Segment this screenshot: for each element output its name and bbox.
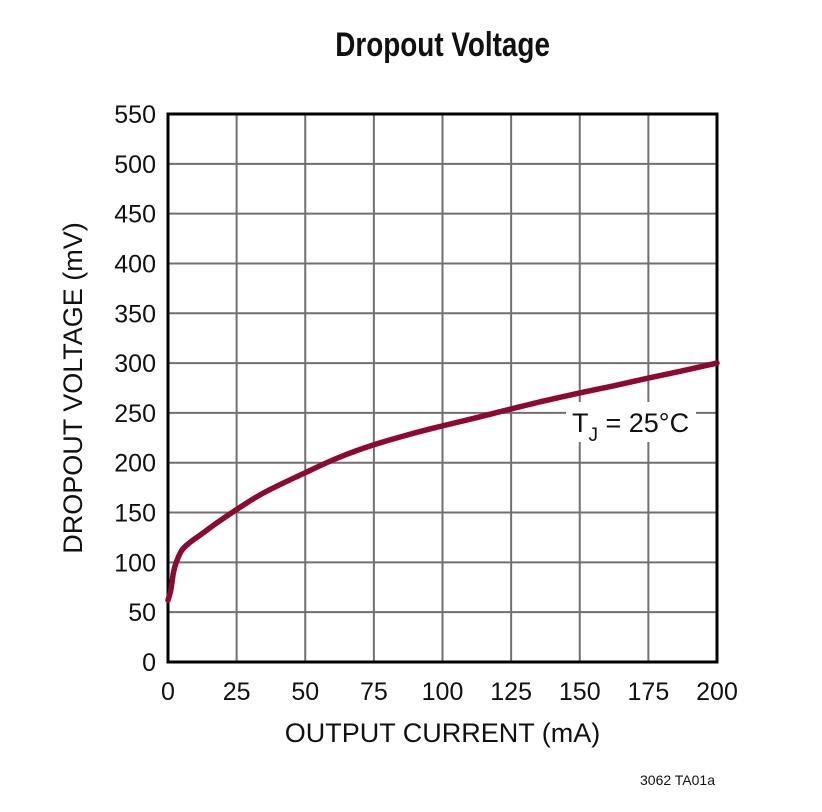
x-tick-label: 100 xyxy=(422,678,464,706)
x-tick-label: 200 xyxy=(696,678,738,706)
y-tick-label: 200 xyxy=(114,450,156,478)
y-tick-label: 400 xyxy=(114,250,156,278)
y-tick-label: 450 xyxy=(114,201,156,229)
annotation-background xyxy=(566,402,696,442)
y-tick-label: 50 xyxy=(128,599,156,627)
y-tick-label: 350 xyxy=(114,300,156,328)
x-tick-label: 150 xyxy=(559,678,601,706)
y-tick-label: 300 xyxy=(114,350,156,378)
y-tick-label: 100 xyxy=(114,549,156,577)
x-axis-label: OUTPUT CURRENT (mA) xyxy=(285,718,601,748)
x-tick-label: 0 xyxy=(161,678,175,706)
x-tick-label: 175 xyxy=(628,678,670,706)
y-tick-label: 500 xyxy=(114,151,156,179)
y-tick-label: 150 xyxy=(114,500,156,528)
y-tick-label: 0 xyxy=(142,649,156,677)
x-tick-label: 125 xyxy=(490,678,532,706)
x-tick-label: 25 xyxy=(223,678,251,706)
x-tick-label: 75 xyxy=(360,678,388,706)
chart-title: Dropout Voltage xyxy=(335,26,550,64)
data-curve xyxy=(165,360,720,603)
y-tick-label: 550 xyxy=(114,101,156,129)
figure-id: 3062 TA01a xyxy=(640,772,715,788)
y-axis-label: DROPOUT VOLTAGE (mV) xyxy=(58,222,88,554)
x-tick-label: 50 xyxy=(291,678,319,706)
y-tick-label: 250 xyxy=(114,400,156,428)
plot-frame xyxy=(166,112,719,664)
temperature-annotation: TJ = 25°C xyxy=(572,408,689,446)
